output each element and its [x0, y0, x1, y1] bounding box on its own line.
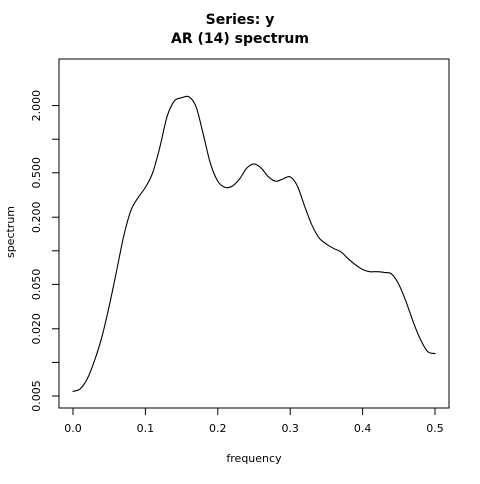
y-tick-label: 0.020: [30, 313, 43, 345]
x-axis-label: frequency: [226, 452, 282, 465]
y-axis-label: spectrum: [4, 206, 17, 258]
y-tick-label: 0.500: [30, 157, 43, 189]
y-tick-label: 0.050: [30, 269, 43, 301]
x-tick-label: 0.4: [354, 422, 372, 435]
chart-title-line-1: Series: y: [205, 12, 275, 28]
x-tick-label: 0.3: [281, 422, 299, 435]
plot-frame: [58, 58, 450, 409]
spectrum-line: [72, 95, 436, 392]
x-tick-label: 0.5: [426, 422, 444, 435]
x-tick-label: 0.0: [64, 422, 82, 435]
x-tick-label: 0.2: [209, 422, 227, 435]
y-axis: 0.005 0.020 0.050 0.200 0.500 2.000: [30, 90, 59, 412]
x-axis: 0.0 0.1 0.2 0.3 0.4 0.5: [64, 408, 444, 435]
x-tick-label: 0.1: [137, 422, 155, 435]
chart-title-line-2: AR (14) spectrum: [171, 31, 309, 47]
y-tick-label: 0.200: [30, 201, 43, 233]
y-tick-label: 0.005: [30, 380, 43, 412]
y-tick-label: 2.000: [30, 90, 43, 122]
